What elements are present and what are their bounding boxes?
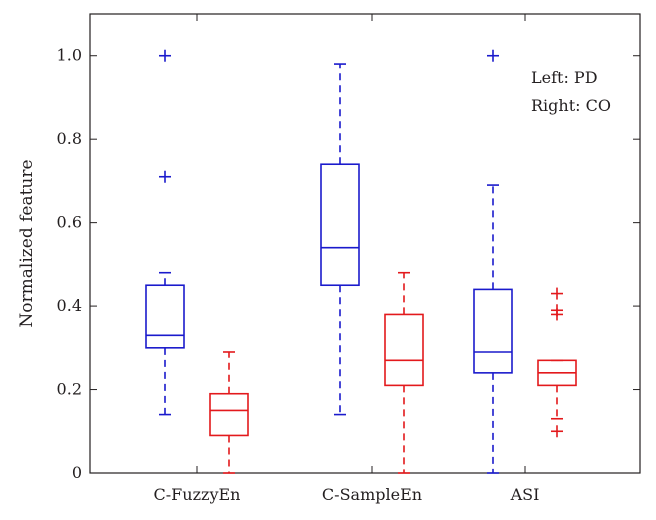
y-tick-label: 0.6 <box>57 213 82 232</box>
legend-entry-right: Right: CO <box>531 96 611 115</box>
co-box-group <box>384 271 424 474</box>
box <box>320 163 360 287</box>
box <box>384 313 424 387</box>
outlier-marker <box>551 425 563 438</box>
box <box>209 392 249 437</box>
outlier-marker <box>551 287 563 300</box>
plot-frame <box>89 13 641 474</box>
y-axis-label: Normalized feature <box>17 159 37 327</box>
pd-box-group <box>320 63 360 416</box>
legend-entry-left: Left: PD <box>531 68 598 87</box>
co-box-group <box>537 287 577 438</box>
pd-box-group <box>145 49 185 416</box>
pd-box-group <box>473 49 513 474</box>
outlier-marker <box>159 170 171 183</box>
outlier-marker <box>551 304 563 317</box>
plot-frame-layer <box>89 13 641 474</box>
x-category-label: C-FuzzyEn <box>154 485 241 504</box>
y-tick-label: 0.2 <box>57 380 82 399</box>
y-tick-label: 0 <box>72 463 82 482</box>
outlier-marker <box>159 49 171 62</box>
x-category-label: ASI <box>510 485 540 504</box>
y-tick-label: 1.0 <box>57 46 82 65</box>
box <box>473 288 513 374</box>
box <box>145 284 185 349</box>
boxes-layer <box>145 49 577 474</box>
co-box-group <box>209 351 249 474</box>
x-category-label: C-SampleEn <box>322 485 422 504</box>
outlier-marker <box>487 49 499 62</box>
y-tick-label: 0.8 <box>57 129 82 148</box>
tick-layer: 0 0.2 0.4 0.6 0.8 1.0 C-FuzzyEn C-SampleEn ASI <box>57 14 640 504</box>
y-tick-label: 0.4 <box>57 296 82 315</box>
